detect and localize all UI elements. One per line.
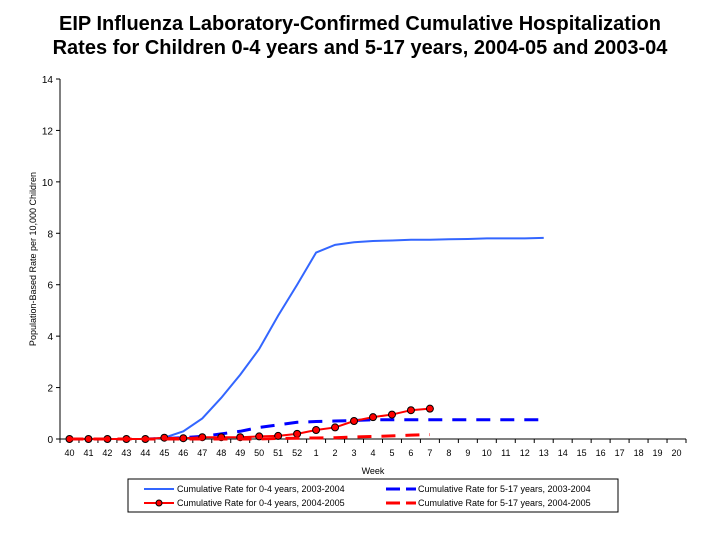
- x-tick-label: 5: [389, 448, 394, 458]
- x-tick-label: 8: [446, 448, 451, 458]
- legend-label: Cumulative Rate for 5-17 years, 2004-200…: [418, 498, 591, 508]
- legend-box: [127, 478, 619, 513]
- x-tick-label: 49: [235, 448, 245, 458]
- x-tick-label: 48: [216, 448, 226, 458]
- data-point: [312, 426, 321, 434]
- x-tick-label: 6: [408, 448, 413, 458]
- series-line-3: [69, 433, 430, 441]
- y-tick-label: 10: [42, 178, 54, 189]
- chart-title: EIP Influenza Laboratory-Confirmed Cumul…: [0, 12, 720, 60]
- x-tick-label: 11: [501, 448, 510, 458]
- x-tick-label: 16: [596, 448, 606, 458]
- x-tick-label: 52: [292, 448, 302, 458]
- data-point: [425, 404, 434, 413]
- legend-label: Cumulative Rate for 0-4 years, 2004-2005: [177, 498, 345, 508]
- x-tick-label: 9: [465, 448, 470, 458]
- x-axis-label: Week: [362, 466, 385, 476]
- y-tick-label: 12: [42, 126, 54, 137]
- x-tick-label: 42: [102, 448, 112, 458]
- legend-label: Cumulative Rate for 0-4 years, 2003-2004: [177, 484, 345, 494]
- x-tick-label: 50: [254, 448, 264, 458]
- data-point: [179, 434, 188, 443]
- x-tick-label: 15: [577, 448, 587, 458]
- y-tick-label: 4: [47, 332, 53, 343]
- data-point: [274, 431, 283, 440]
- data-point: [387, 410, 396, 419]
- x-tick-label: 46: [178, 448, 188, 458]
- y-tick-label: 0: [47, 435, 53, 446]
- x-tick-label: 47: [197, 448, 207, 458]
- y-axis-label: Population-Based Rate per 10,000 Childre…: [28, 172, 38, 346]
- x-tick-label: 51: [273, 448, 283, 458]
- data-point: [293, 429, 302, 438]
- data-point: [84, 435, 93, 443]
- x-tick-label: 18: [634, 448, 644, 458]
- data-point: [331, 423, 340, 432]
- x-tick-label: 14: [558, 448, 568, 458]
- x-tick-label: 1: [314, 448, 319, 458]
- series-line-1: [69, 418, 544, 441]
- x-tick-label: 40: [64, 448, 74, 458]
- x-tick-label: 4: [370, 448, 375, 458]
- y-tick-label: 2: [47, 384, 53, 395]
- series-line-0: [69, 236, 544, 440]
- x-tick-label: 20: [672, 448, 682, 458]
- x-tick-label: 41: [83, 448, 93, 458]
- legend-label: Cumulative Rate for 5-17 years, 2003-200…: [418, 484, 591, 494]
- data-point: [255, 432, 264, 441]
- y-tick-label: 14: [42, 75, 54, 86]
- legend-marker: [155, 499, 163, 507]
- y-tick-label: 6: [47, 281, 53, 292]
- x-tick-label: 13: [539, 448, 549, 458]
- series-line-2: [69, 407, 430, 440]
- x-tick-label: 7: [427, 448, 432, 458]
- x-tick-label: 3: [352, 448, 357, 458]
- x-tick-label: 43: [121, 448, 131, 458]
- data-point: [369, 413, 377, 422]
- chart-title-line-2: Rates for Children 0-4 years and 5-17 ye…: [52, 37, 668, 59]
- y-tick-label: 8: [47, 229, 53, 240]
- x-tick-label: 10: [482, 448, 492, 458]
- x-tick-label: 19: [653, 448, 663, 458]
- x-tick-label: 45: [159, 448, 169, 458]
- chart-title-line-1: EIP Influenza Laboratory-Confirmed Cumul…: [59, 13, 661, 35]
- x-tick-label: 2: [333, 448, 338, 458]
- data-point: [350, 417, 359, 425]
- x-tick-label: 44: [140, 448, 150, 458]
- x-tick-label: 12: [520, 448, 530, 458]
- x-tick-label: 17: [615, 448, 625, 458]
- data-point: [406, 406, 415, 415]
